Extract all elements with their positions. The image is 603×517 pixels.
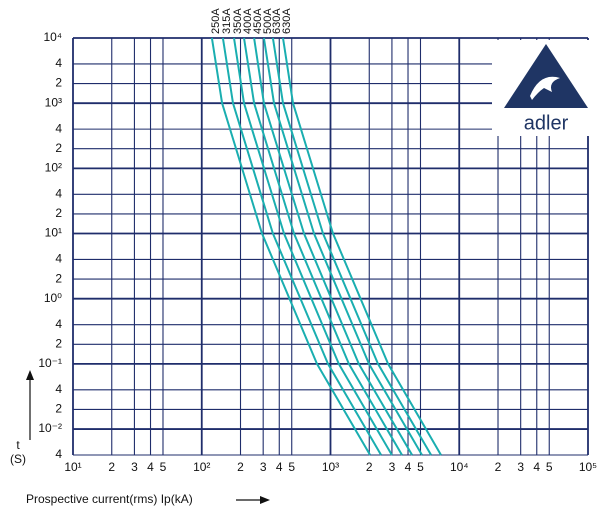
x-tick-label: 10⁴ [450,460,469,474]
x-tick-label: 3 [131,460,138,474]
fuse-curve [210,37,371,456]
logo-triangle [504,44,588,108]
series-label: 400A [242,8,254,34]
x-tick-label: 2 [108,460,115,474]
y-tick-label: 4 [55,252,62,266]
y-tick-label: 2 [55,206,62,220]
x-tick-label: 3 [517,460,524,474]
y-tick-label: 10³ [45,95,62,109]
series-label: 450A [252,8,264,34]
y-tick-label: 4 [55,186,62,200]
y-tick-label: 2 [55,336,62,350]
fuse-curve [271,37,432,456]
x-tick-label: 4 [533,460,540,474]
x-tick-label: 3 [260,460,267,474]
series-label: 630A [271,8,283,34]
y-tick-label: 2 [55,402,62,416]
y-tick-label: 10¹ [45,226,62,240]
fuse-curve [282,37,442,456]
fuse-curve [243,37,403,456]
x-tick-label: 2 [495,460,502,474]
fuse-curve [262,37,423,456]
y-tick-label: 10⁰ [44,291,62,305]
y-tick-label: 4 [55,317,62,331]
y-tick-label: 2 [55,76,62,90]
x-tick-label: 4 [405,460,412,474]
series-label: 350A [232,8,244,34]
x-tick-label: 10³ [322,460,339,474]
x-tick-label: 10¹ [64,460,81,474]
x-tick-label: 2 [237,460,244,474]
x-tick-label: 4 [147,460,154,474]
y-tick-label: 10² [45,161,62,175]
x-tick-label: 3 [389,460,396,474]
y-axis-arrowhead [26,370,34,380]
y-tick-label: 10⁴ [43,30,62,44]
fuse-curve [221,37,382,456]
y-tick-label: 10⁻² [38,421,62,435]
logo: adler [492,40,600,136]
x-tick-label: 10² [193,460,210,474]
y-tick-label: 4 [55,56,62,70]
logo-text: adler [524,112,569,134]
x-tick-label: 5 [160,460,167,474]
y-tick-label: 2 [55,271,62,285]
x-tick-label: 5 [417,460,424,474]
x-tick-label: 5 [288,460,295,474]
y-tick-label: 4 [55,382,62,396]
x-tick-label: 5 [546,460,553,474]
y-tick-label: 4 [55,447,62,461]
y-tick-label: 2 [55,141,62,155]
x-tick-label: 10⁵ [579,460,597,474]
series-label: 250A [210,8,222,34]
y-tick-label: 10⁻¹ [38,356,62,370]
logo-eagle [530,76,560,100]
series-label: 630A [281,8,293,34]
x-axis-label: Prospective current(rms) Ip(kA) [26,492,193,506]
series-label: 500A [262,8,274,34]
curves [210,37,442,456]
x-axis-arrowhead [260,496,270,504]
fuse-curve [253,37,413,456]
x-tick-label: 4 [276,460,283,474]
series-label: 315A [221,8,233,34]
x-tick-label: 2 [366,460,373,474]
y-tick-label: 4 [55,121,62,135]
y-axis-label: t (S) [10,438,26,466]
grid [72,37,589,456]
fuse-curve [233,37,393,456]
